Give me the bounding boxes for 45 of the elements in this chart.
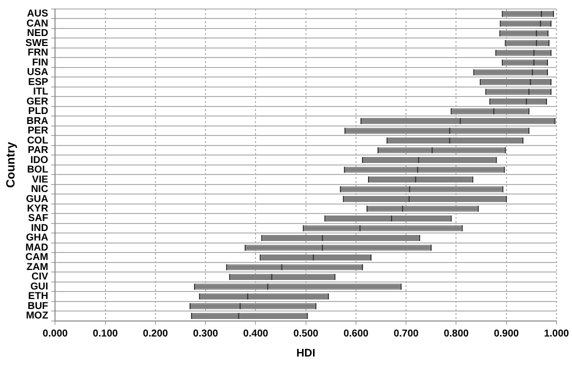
y-tick-label: VIE <box>32 174 48 186</box>
y-tick-label: IDO <box>30 154 48 166</box>
y-tick-label: NIC <box>30 184 48 196</box>
x-tick-label: 0.500 <box>293 328 319 340</box>
y-tick-label: IND <box>30 222 48 234</box>
y-axis-title: Country <box>4 142 18 188</box>
x-tick-label: 0.300 <box>193 328 219 340</box>
y-tick-label: ZAM <box>26 262 48 273</box>
x-tick-label: 0.600 <box>343 328 369 340</box>
y-tick-label: COL <box>27 135 48 146</box>
y-tick-label: KYR <box>27 203 49 214</box>
y-tick-label: GUI <box>30 281 48 292</box>
y-tick-label: ETH <box>28 291 48 302</box>
y-tick-label: USA <box>27 67 48 78</box>
y-tick-label: GHA <box>26 232 48 244</box>
y-tick-label: SAF <box>28 213 48 224</box>
y-tick-label: MOZ <box>26 310 48 322</box>
x-tick-label: 0.100 <box>92 328 118 340</box>
x-tick-label: 0.400 <box>243 328 269 340</box>
x-tick-label: 0.200 <box>142 328 168 340</box>
y-tick-label: CAN <box>26 18 48 30</box>
x-tick-label: 0.900 <box>494 328 520 340</box>
y-tick-label: MAD <box>25 242 48 254</box>
y-tick-label: BRA <box>26 116 48 127</box>
y-tick-label: FIN <box>32 57 48 68</box>
y-tick-label: CIV <box>32 272 49 283</box>
y-tick-label: CAM <box>25 252 48 264</box>
y-tick-label: FRN <box>28 48 48 59</box>
y-tick-label: ITL <box>33 86 48 98</box>
x-tick-label: 0.700 <box>394 328 420 340</box>
y-tick-label: SWE <box>25 38 49 49</box>
y-tick-label: ESP <box>28 76 49 88</box>
x-tick-label: 0.000 <box>42 328 68 340</box>
y-tick-label: GUA <box>26 194 48 205</box>
x-tick-label: 0.800 <box>444 328 470 340</box>
y-tick-label: PER <box>28 126 49 137</box>
y-tick-label: BOL <box>27 164 48 176</box>
y-tick-label: AUS <box>27 8 48 20</box>
y-tick-label: NED <box>27 28 48 40</box>
x-axis-title: HDI <box>296 347 316 360</box>
y-tick-label: GER <box>26 96 49 108</box>
y-tick-label: PLD <box>28 106 48 118</box>
y-tick-label: BUF <box>28 300 48 312</box>
x-tick-label: 1.000 <box>544 328 570 340</box>
y-tick-label: PAR <box>28 145 49 156</box>
